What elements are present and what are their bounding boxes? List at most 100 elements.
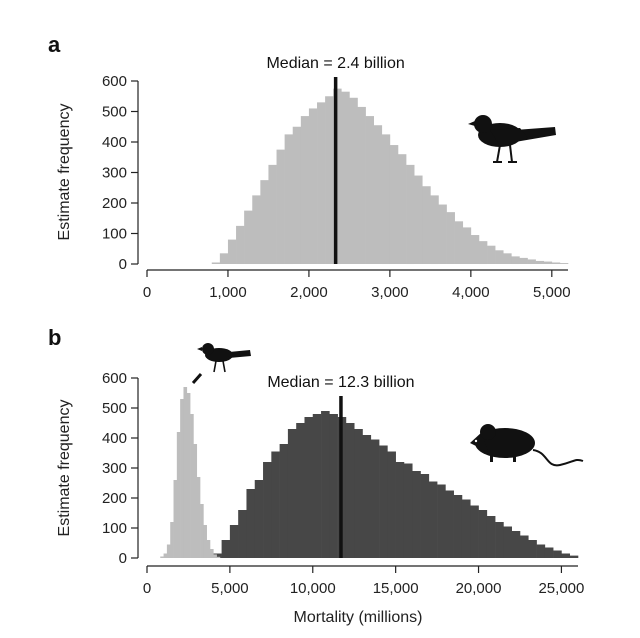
histogram-bar	[365, 116, 374, 264]
panel-b-median: Median = 12.3 billion	[267, 374, 415, 558]
y-tick-label: 100	[102, 520, 127, 537]
histogram-bar	[403, 463, 413, 558]
y-tick-label: 500	[102, 104, 127, 121]
histogram-bar	[470, 505, 479, 558]
histogram-bar	[397, 154, 407, 264]
histogram-bar	[209, 549, 214, 558]
panel-b: b Estimate frequency Median = 12.3 billi…	[48, 325, 584, 626]
histogram-bar	[559, 263, 569, 264]
y-tick-label: 200	[102, 195, 127, 212]
histogram-bar	[186, 393, 191, 558]
histogram-bar	[221, 540, 231, 558]
histogram-bar	[216, 556, 221, 558]
panel-a-y-axis-title: Estimate frequency	[56, 104, 73, 241]
panel-a: a Estimate frequency Median = 2.4 billio…	[48, 32, 571, 301]
x-tick-label: 4,000	[452, 284, 490, 301]
histogram-bar	[196, 477, 201, 558]
histogram-bar	[219, 253, 229, 264]
histogram-bar	[430, 195, 439, 265]
histogram-bar	[414, 175, 423, 264]
x-tick-label: 25,000	[538, 580, 584, 597]
histogram-bar	[370, 439, 380, 558]
histogram-bar	[528, 540, 537, 558]
histogram-bar	[454, 221, 464, 264]
histogram-bar	[495, 250, 504, 264]
histogram-bar	[379, 445, 388, 558]
mouse-silhouette-icon	[470, 424, 584, 467]
histogram-bar	[437, 484, 446, 558]
x-tick-label: 10,000	[290, 580, 336, 597]
histogram-bar	[325, 96, 334, 264]
histogram-bar	[503, 526, 512, 558]
histogram-bar	[357, 106, 366, 265]
histogram-bar	[519, 257, 528, 264]
histogram-bar	[203, 525, 207, 558]
histogram-bar	[200, 504, 204, 558]
histogram-bar	[461, 499, 471, 558]
histogram-bar	[373, 125, 383, 264]
histogram-bar	[438, 204, 447, 264]
y-tick-label: 0	[119, 550, 127, 567]
histogram-bar	[176, 432, 181, 558]
histogram-bar	[244, 210, 253, 265]
y-tick-label: 300	[102, 165, 127, 182]
histogram-bar	[503, 253, 512, 264]
histogram-bar	[213, 554, 217, 558]
histogram-bar	[163, 553, 168, 558]
histogram-bar	[478, 241, 488, 265]
histogram-bar	[561, 553, 571, 558]
histogram-bar	[486, 516, 496, 558]
histogram-bar	[238, 510, 247, 558]
histogram-bar	[519, 535, 529, 558]
histogram-bar	[535, 260, 545, 264]
histogram-bar	[227, 239, 237, 264]
histogram-bar	[487, 245, 496, 264]
histogram-bar	[166, 544, 171, 558]
histogram-bar	[312, 414, 322, 558]
y-tick-label: 100	[102, 226, 127, 243]
histogram-bar	[206, 540, 211, 558]
panel-a-bars	[211, 88, 569, 265]
y-tick-label: 400	[102, 430, 127, 447]
panel-a-median: Median = 2.4 billion	[266, 55, 405, 264]
panel-b-axes: 0 100 200 300 400 500 600 0 5,000 10,000 15,000 20,…	[102, 370, 584, 597]
histogram-bar	[229, 525, 239, 558]
panel-b-label: b	[48, 325, 61, 350]
histogram-bar	[190, 414, 194, 558]
histogram-bar	[412, 471, 421, 558]
x-tick-label: 2,000	[290, 284, 328, 301]
histogram-bar	[544, 547, 554, 558]
x-tick-label: 5,000	[533, 284, 571, 301]
y-tick-label: 600	[102, 73, 127, 90]
x-tick-label: 0	[143, 284, 151, 301]
histogram-bar	[268, 164, 277, 265]
x-tick-label: 20,000	[456, 580, 502, 597]
histogram-bar	[470, 235, 480, 264]
histogram-bar	[300, 116, 310, 264]
histogram-bar	[553, 550, 562, 558]
histogram-bar	[478, 510, 488, 558]
histogram-bar	[271, 451, 280, 558]
histogram-bar	[180, 399, 184, 558]
histogram-bar	[236, 225, 245, 265]
histogram-bar	[287, 429, 297, 558]
histogram-bar	[445, 490, 454, 558]
histogram-bar	[389, 145, 399, 264]
histogram-bar	[462, 227, 472, 264]
histogram-bar	[446, 212, 455, 264]
histogram-bar	[511, 256, 520, 265]
x-tick-label: 3,000	[371, 284, 409, 301]
bird-pointer	[191, 373, 203, 384]
panel-a-label: a	[48, 32, 61, 57]
histogram-bar	[428, 481, 438, 558]
bird-silhouette-icon	[197, 343, 251, 373]
histogram-bar	[284, 134, 294, 265]
histogram-bar	[453, 495, 463, 558]
histogram-bar	[387, 451, 396, 558]
histogram-bar	[329, 414, 338, 558]
histogram-bar	[527, 259, 536, 264]
x-tick-label: 5,000	[211, 580, 249, 597]
histogram-bar	[292, 126, 302, 264]
histogram-bar	[321, 411, 330, 558]
histogram-bar	[308, 108, 318, 264]
